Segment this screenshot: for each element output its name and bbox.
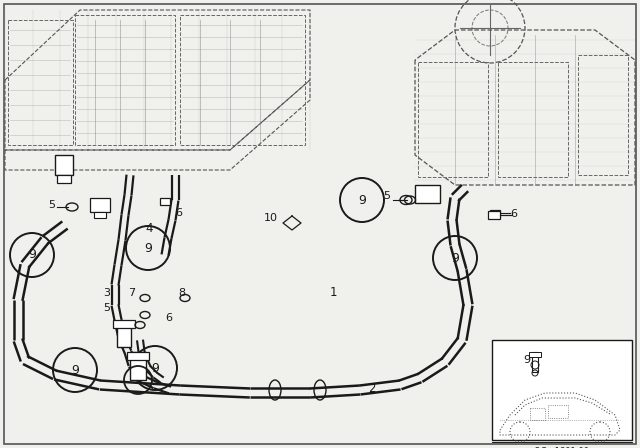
Bar [8,20,73,145]
Text: 4: 4 [145,221,152,234]
Text: 8: 8 [178,288,185,298]
Bar [160,198,170,205]
Bar [90,198,110,212]
Text: 9: 9 [151,362,159,375]
Bar [180,15,305,145]
Text: 3: 3 [103,288,110,298]
Text: 5: 5 [48,200,55,210]
Bar [127,352,149,360]
Bar [113,320,135,328]
Text: 9: 9 [28,249,36,262]
Bar [488,211,500,219]
Bar [490,210,500,217]
Bar [415,185,440,203]
Text: 9: 9 [451,251,459,264]
Bar [418,62,488,177]
Text: 2: 2 [368,382,376,395]
Text: 9: 9 [523,355,530,365]
Bar [55,155,73,175]
Text: 9: 9 [144,241,152,254]
Text: 6: 6 [165,313,172,323]
Text: 1: 1 [330,285,337,298]
Text: 5: 5 [103,303,110,313]
Bar [492,340,632,440]
Text: 9: 9 [71,363,79,376]
Bar [130,352,146,380]
Text: 7: 7 [128,288,135,298]
Bar [532,352,538,372]
Text: 10: 10 [264,213,278,223]
Bar [75,15,175,145]
Bar [117,325,131,347]
Bar [498,62,568,177]
Bar [57,175,71,183]
Bar [578,55,628,175]
Bar [529,352,541,357]
Text: 5: 5 [383,191,390,201]
Text: 6: 6 [510,209,517,219]
Text: 6: 6 [175,208,182,218]
Bar [94,212,106,218]
Text: 9: 9 [358,194,366,207]
Text: OC - 1891.00: OC - 1891.00 [534,447,589,448]
